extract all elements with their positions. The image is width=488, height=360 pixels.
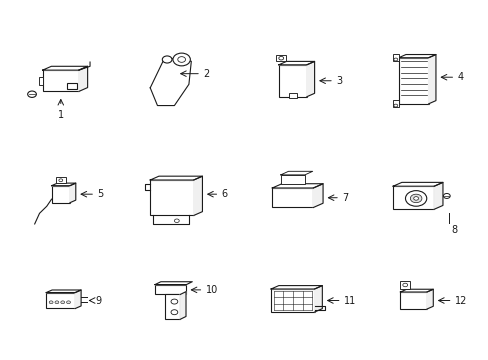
Circle shape bbox=[405, 191, 426, 206]
Text: 4: 4 bbox=[457, 72, 463, 82]
Bar bbox=[278, 65, 306, 97]
Polygon shape bbox=[270, 285, 322, 289]
Bar bbox=[42, 70, 79, 91]
Bar bbox=[272, 188, 313, 207]
Bar bbox=[39, 77, 42, 85]
Circle shape bbox=[393, 104, 397, 107]
Bar bbox=[155, 284, 186, 294]
Circle shape bbox=[173, 53, 190, 66]
Polygon shape bbox=[155, 282, 192, 284]
Circle shape bbox=[278, 57, 283, 60]
Text: 11: 11 bbox=[344, 296, 356, 306]
Circle shape bbox=[61, 301, 64, 304]
Circle shape bbox=[174, 219, 179, 222]
Circle shape bbox=[28, 91, 36, 98]
Polygon shape bbox=[280, 171, 312, 175]
Bar bbox=[164, 294, 180, 319]
Text: 2: 2 bbox=[203, 69, 209, 79]
Polygon shape bbox=[433, 183, 442, 209]
Bar bbox=[392, 100, 398, 107]
Bar bbox=[280, 175, 305, 184]
Circle shape bbox=[55, 301, 59, 304]
Circle shape bbox=[171, 310, 178, 315]
Polygon shape bbox=[314, 285, 322, 312]
Bar bbox=[400, 292, 426, 309]
Polygon shape bbox=[46, 290, 81, 293]
Polygon shape bbox=[272, 184, 323, 188]
Bar bbox=[52, 186, 70, 203]
Text: 10: 10 bbox=[205, 285, 218, 295]
Bar bbox=[56, 177, 65, 183]
Text: 9: 9 bbox=[95, 296, 102, 306]
Bar bbox=[288, 93, 296, 99]
Bar bbox=[270, 289, 314, 312]
Polygon shape bbox=[193, 176, 202, 215]
Circle shape bbox=[413, 197, 418, 200]
Polygon shape bbox=[426, 289, 432, 309]
Polygon shape bbox=[75, 290, 81, 309]
Text: 1: 1 bbox=[58, 110, 64, 120]
Circle shape bbox=[178, 57, 185, 62]
Bar bbox=[400, 282, 409, 289]
Circle shape bbox=[59, 179, 62, 182]
Polygon shape bbox=[79, 66, 87, 91]
Polygon shape bbox=[398, 54, 435, 58]
Bar bbox=[150, 180, 193, 215]
Text: 7: 7 bbox=[342, 193, 348, 203]
Polygon shape bbox=[313, 184, 323, 207]
Bar bbox=[46, 293, 75, 309]
Polygon shape bbox=[42, 66, 87, 70]
Circle shape bbox=[49, 301, 53, 304]
Polygon shape bbox=[428, 54, 435, 104]
Text: 6: 6 bbox=[222, 189, 227, 199]
Bar bbox=[398, 58, 428, 104]
Circle shape bbox=[402, 283, 407, 287]
Polygon shape bbox=[70, 183, 76, 203]
Text: 3: 3 bbox=[336, 76, 342, 86]
Polygon shape bbox=[400, 289, 432, 292]
Circle shape bbox=[393, 58, 397, 61]
Circle shape bbox=[409, 194, 421, 203]
Bar bbox=[67, 82, 77, 89]
Text: 12: 12 bbox=[454, 296, 467, 306]
Polygon shape bbox=[150, 58, 191, 105]
Polygon shape bbox=[278, 62, 314, 65]
Circle shape bbox=[162, 56, 172, 63]
Circle shape bbox=[443, 193, 449, 198]
Polygon shape bbox=[392, 183, 442, 186]
Bar bbox=[276, 55, 285, 62]
Circle shape bbox=[171, 299, 178, 304]
Circle shape bbox=[66, 301, 70, 304]
Polygon shape bbox=[180, 292, 185, 319]
Text: 5: 5 bbox=[97, 189, 103, 199]
Polygon shape bbox=[306, 62, 314, 97]
Bar bbox=[392, 186, 433, 209]
Text: 8: 8 bbox=[450, 225, 456, 235]
Polygon shape bbox=[52, 183, 76, 186]
Polygon shape bbox=[150, 176, 202, 180]
Bar bbox=[392, 54, 398, 61]
